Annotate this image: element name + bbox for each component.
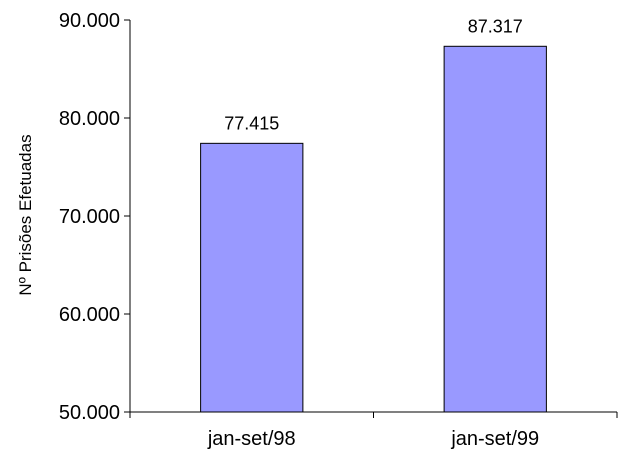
- plot-area: 50.000 60.000 70.000 80.000 90.000 77.415 jan-…: [59, 10, 618, 450]
- y-tick-label: 70.000: [59, 206, 120, 228]
- bar: [443, 45, 547, 413]
- y-tick-label: 50.000: [59, 402, 120, 424]
- y-tick-label: 60.000: [59, 304, 120, 326]
- x-tick-label: jan-set/99: [450, 428, 539, 450]
- bar: [200, 142, 304, 413]
- bar-value-label: 87.317: [468, 16, 523, 36]
- bar-value-label: 77.415: [224, 113, 279, 133]
- y-axis-title: Nº Prisões Efetuadas: [16, 134, 35, 295]
- x-tick-label: jan-set/98: [207, 428, 296, 450]
- y-tick-label: 90.000: [59, 10, 120, 32]
- y-tick-label: 80.000: [59, 108, 120, 130]
